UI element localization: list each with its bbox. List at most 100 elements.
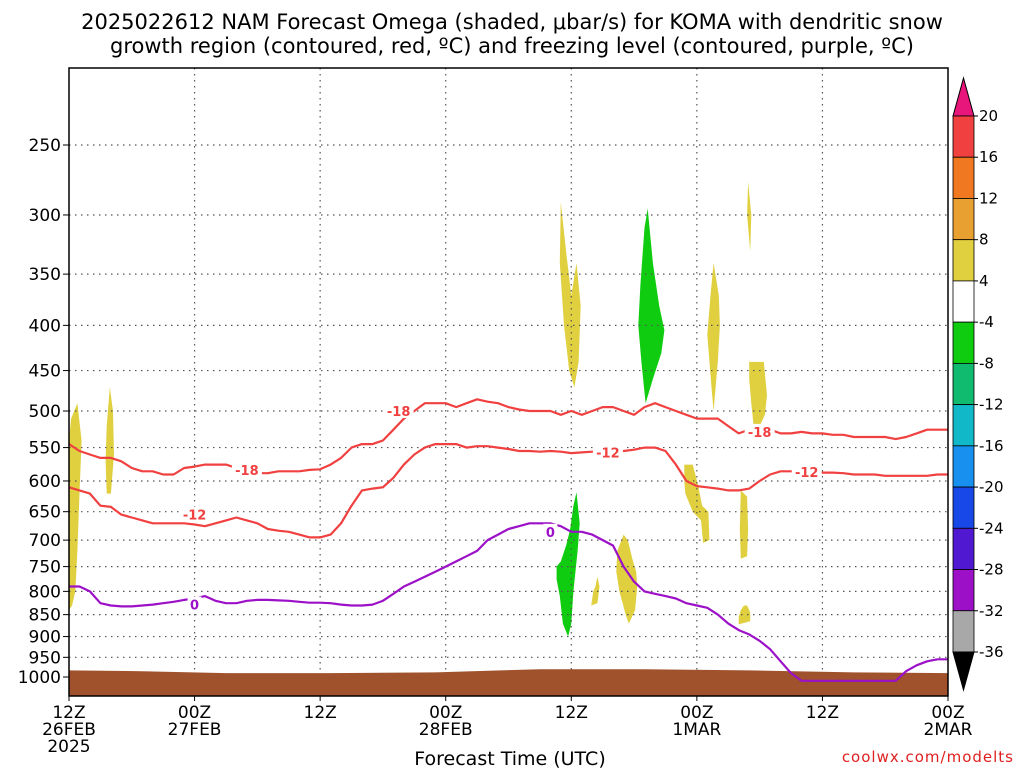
- isotherm-contours: [68, 398, 948, 682]
- xtick-label-72-0: 12Z: [806, 703, 839, 723]
- contour-label-1: -18: [235, 464, 259, 479]
- colorbar-label-13: -36: [979, 643, 1004, 661]
- surface-fill: [69, 669, 948, 696]
- colorbar-swatch-5: [952, 280, 975, 323]
- colorbar-label-0: 20: [979, 107, 998, 125]
- xtick-label-60-0: 00Z: [680, 703, 713, 723]
- credit-text: coolwx.com/modelts: [842, 748, 1014, 766]
- colorbar-label-5: -4: [979, 313, 994, 331]
- ytick-label-350: 350: [29, 265, 61, 285]
- colorbar-label-12: -32: [979, 602, 1004, 620]
- contour-label-6: 0: [190, 599, 199, 614]
- colorbar-label-7: -12: [979, 396, 1004, 414]
- ytick-label-550: 550: [29, 439, 61, 459]
- ytick-label-500: 500: [29, 402, 61, 422]
- xtick-label-12-1: 27FEB: [168, 720, 222, 740]
- contour-label-bg-5: [791, 463, 822, 479]
- contour-label-3: -12: [183, 509, 207, 524]
- ytick-label-850: 850: [29, 606, 61, 626]
- xtick-label-0-1: 26FEB: [42, 720, 96, 740]
- xtick-label-0-2: 2025: [47, 737, 90, 757]
- colorbar-label-4: 4: [979, 272, 989, 290]
- omega-region-4: [707, 263, 720, 411]
- contour-label-bg-4: [592, 444, 623, 460]
- xtick-label-48-0: 12Z: [555, 703, 588, 723]
- colorbar-label-3: 8: [979, 231, 989, 249]
- omega-region-11: [616, 534, 638, 624]
- omega-region-5: [747, 181, 752, 252]
- omega-region-2: [559, 202, 581, 388]
- ytick-label-900: 900: [29, 628, 61, 648]
- contour-label-bg-7: [543, 523, 558, 539]
- colorbar-swatch-1: [952, 115, 975, 158]
- colorbar-label-6: -8: [979, 354, 994, 372]
- colorbar-label-1: 16: [979, 148, 998, 166]
- colorbar-label-10: -24: [979, 519, 1004, 537]
- colorbar-top-arrow: [952, 76, 975, 117]
- ytick-label-950: 950: [29, 648, 61, 668]
- contour-labels: -18 -18 -18 -12 -12 -12 0 0: [179, 403, 822, 614]
- ytick-label-800: 800: [29, 582, 61, 602]
- colorbar-swatch-9: [952, 445, 975, 488]
- omega-region-12: [738, 605, 751, 625]
- plot-frame: [68, 67, 949, 697]
- colorbar-swatch-12: [952, 569, 975, 612]
- colorbar-label-9: -20: [979, 478, 1004, 496]
- contour-label-bg-0: [383, 403, 414, 418]
- xtick-label-84-0: 00Z: [931, 703, 964, 723]
- xtick-label-24-0: 12Z: [304, 703, 337, 723]
- xtick-label-12-0: 00Z: [178, 703, 211, 723]
- colorbar-swatch-8: [952, 404, 975, 447]
- contour-label-0: -18: [387, 405, 411, 420]
- ytick-label-250: 250: [29, 136, 61, 156]
- contour-label-4: -12: [596, 446, 620, 461]
- xtick-label-84-1: 2MAR: [924, 720, 973, 740]
- ytick-label-300: 300: [29, 206, 61, 226]
- colorbar-swatch-2: [952, 156, 975, 199]
- contour-label-7: 0: [546, 526, 555, 541]
- omega-region-9: [556, 492, 580, 637]
- contour-label-bg-3: [179, 506, 210, 522]
- colorbar-swatch-6: [952, 321, 975, 364]
- colorbar-swatch-7: [952, 362, 975, 406]
- surface-terrain: [69, 669, 948, 696]
- colorbar-label-2: 12: [979, 189, 998, 207]
- x-axis-label: Forecast Time (UTC): [414, 748, 605, 768]
- colorbar-swatch-13: [952, 610, 975, 653]
- contour-label-bg-6: [187, 596, 202, 612]
- ytick-label-700: 700: [29, 531, 61, 551]
- omega-region-10: [591, 576, 600, 606]
- chart-title-line2: growth region (contoured, red, ºC) and f…: [110, 34, 914, 58]
- ytick-label-750: 750: [29, 558, 61, 578]
- omega-region-3: [638, 208, 665, 404]
- colorbar-swatch-4: [952, 239, 975, 282]
- xtick-label-0-0: 12Z: [52, 703, 85, 723]
- xtick-label-60-1: 1MAR: [672, 720, 721, 740]
- ytick-label-400: 400: [29, 316, 61, 336]
- isotherm--18: [68, 398, 948, 476]
- colorbar: 20 16 12 8 4 -4 -8 -12 -16 -20 -24 -28 -32 -36: [952, 76, 1004, 692]
- omega-region-0: [69, 403, 82, 611]
- omega-region-1: [105, 387, 114, 494]
- colorbar-swatch-3: [952, 198, 975, 241]
- ytick-label-450: 450: [29, 362, 61, 382]
- colorbar-label-8: -16: [979, 437, 1004, 455]
- ytick-label-600: 600: [29, 472, 61, 492]
- chart-title-line1: 2025022612 NAM Forecast Omega (shaded, μ…: [81, 10, 943, 34]
- contour-label-bg-2: [744, 423, 775, 439]
- xtick-label-36-0: 00Z: [429, 703, 462, 723]
- colorbar-swatch-10: [952, 486, 975, 529]
- contour-label-5: -12: [795, 466, 819, 481]
- colorbar-swatch-11: [952, 527, 975, 570]
- omega-region-8: [739, 490, 749, 559]
- contour-label-2: -18: [748, 426, 772, 441]
- ytick-label-1000: 1000: [18, 668, 61, 688]
- xtick-label-36-1: 28FEB: [419, 720, 473, 740]
- ytick-label-650: 650: [29, 503, 61, 523]
- contour-label-bg-1: [231, 461, 262, 477]
- colorbar-label-11: -28: [979, 561, 1004, 579]
- colorbar-bottom-arrow: [952, 651, 975, 692]
